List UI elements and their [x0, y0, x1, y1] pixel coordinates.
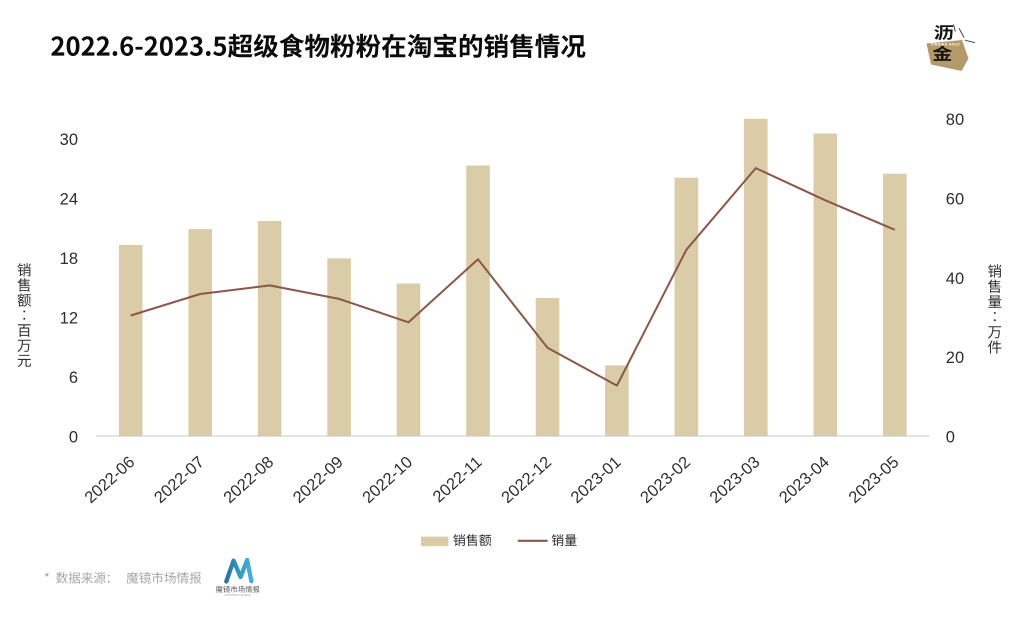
svg-text:24: 24 [60, 190, 78, 208]
svg-text:0: 0 [946, 428, 955, 446]
svg-text:20: 20 [946, 349, 964, 367]
svg-text:60: 60 [946, 191, 964, 209]
svg-text:6: 6 [69, 369, 78, 387]
svg-text:12: 12 [60, 309, 78, 327]
svg-text:40: 40 [946, 270, 964, 288]
svg-text:0: 0 [69, 428, 78, 446]
svg-text:80: 80 [946, 111, 964, 129]
svg-text:18: 18 [60, 250, 78, 268]
svg-text:MOOJING MARKET INTELLIGENCE: MOOJING MARKET INTELLIGENCE [225, 593, 251, 597]
svg-text:30: 30 [60, 131, 78, 149]
svg-text:FINDING GOLD: FINDING GOLD [931, 43, 960, 47]
